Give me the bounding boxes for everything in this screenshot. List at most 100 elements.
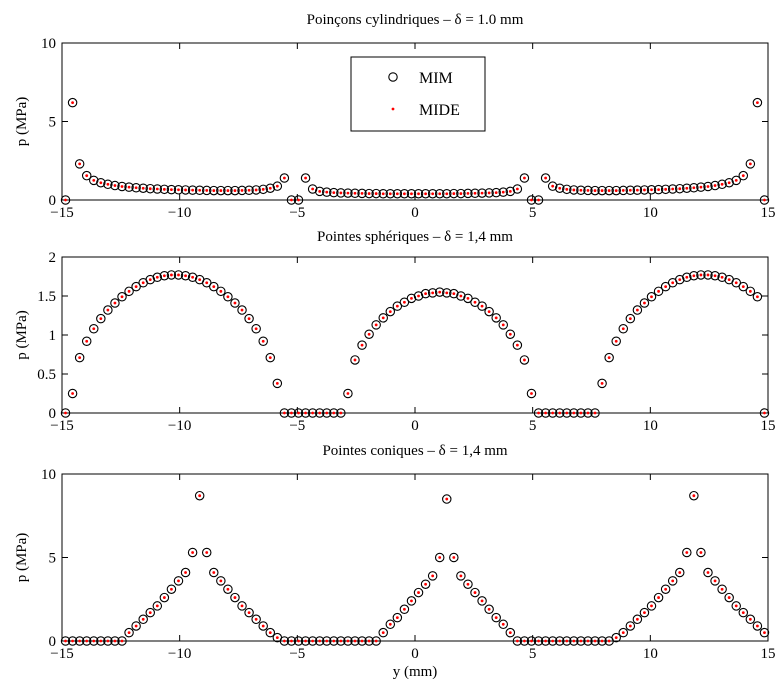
- panel-conical-tips: −15 −10 −5 0 5 10 15 0 5 10 Pointes coniques – δ =…: [14, 443, 776, 680]
- mide-point: [148, 278, 152, 282]
- mide-point: [120, 639, 124, 643]
- mide-point: [275, 184, 279, 188]
- mide-point: [226, 295, 230, 299]
- legend-label: MIM: [419, 70, 453, 87]
- x-tick-label: −10: [168, 646, 191, 662]
- mim-point: [124, 286, 134, 297]
- mide-point: [268, 186, 272, 190]
- mide-point: [685, 551, 689, 554]
- mide-point: [141, 617, 145, 621]
- mim-point: [216, 576, 226, 586]
- mim-point: [201, 185, 212, 196]
- mim-point: [667, 576, 678, 586]
- mide-point: [297, 639, 300, 643]
- mim-point: [406, 293, 417, 304]
- mide-point: [318, 189, 322, 193]
- mide-point: [551, 184, 555, 188]
- mim-point: [717, 584, 727, 594]
- mide-point: [332, 191, 336, 195]
- mide-point: [466, 192, 470, 195]
- mide-point: [346, 639, 350, 643]
- mide-point: [650, 295, 653, 299]
- mide-point: [247, 188, 251, 192]
- mim-point: [759, 408, 770, 418]
- mide-point: [99, 317, 103, 321]
- mim-point: [703, 181, 713, 192]
- mim-point: [674, 183, 685, 194]
- mim-point: [731, 601, 741, 611]
- mim-point: [67, 97, 78, 108]
- mide-point: [113, 639, 117, 643]
- mide-point: [388, 310, 392, 313]
- mide-point: [607, 356, 611, 360]
- mim-point: [611, 632, 621, 643]
- mim-point: [759, 195, 770, 205]
- mim-point: [152, 184, 163, 194]
- mide-point: [621, 631, 625, 635]
- mide-point: [537, 198, 540, 202]
- mide-point: [741, 611, 745, 615]
- mim-point: [110, 636, 120, 646]
- mide-point: [438, 290, 442, 294]
- mim-point: [562, 184, 572, 195]
- mim-point: [378, 313, 388, 323]
- x-tick-label: −15: [50, 205, 73, 221]
- mim-point: [209, 567, 219, 578]
- mide-point: [304, 176, 307, 180]
- mim-point: [427, 188, 438, 199]
- mide-point: [508, 631, 512, 635]
- mim-point: [159, 592, 170, 603]
- mide-point: [720, 587, 724, 591]
- mim-point: [279, 173, 290, 183]
- mide-point: [374, 639, 378, 643]
- mide-point: [162, 596, 166, 599]
- mide-point: [339, 411, 343, 415]
- mim-point: [131, 183, 141, 193]
- mim-point: [230, 592, 240, 603]
- mim-point: [484, 604, 494, 615]
- mim-point: [689, 490, 699, 501]
- mide-point: [417, 591, 420, 594]
- mim-point: [364, 636, 374, 646]
- mim-point: [689, 183, 699, 193]
- mim-point: [343, 188, 353, 198]
- x-tick-label: −10: [168, 205, 191, 221]
- mide-point: [473, 300, 477, 304]
- mide-point: [268, 631, 272, 635]
- mim-point: [526, 195, 537, 205]
- mide-point: [170, 587, 173, 591]
- mim-point: [60, 408, 71, 418]
- mim-point: [597, 636, 607, 646]
- x-tick-label: 0: [411, 646, 419, 662]
- mide-point: [240, 189, 244, 192]
- mim-point: [314, 408, 325, 418]
- mim-point: [625, 621, 636, 631]
- mide-point: [756, 295, 759, 299]
- mide-point: [311, 411, 315, 415]
- mim-point: [307, 636, 318, 646]
- mide-point: [233, 301, 237, 305]
- mide-point: [473, 591, 477, 594]
- mide-point: [734, 281, 738, 285]
- mim-point: [336, 188, 346, 198]
- mide-point: [85, 174, 89, 178]
- mim-point: [618, 627, 629, 638]
- mide-point: [523, 358, 526, 362]
- mide-point: [706, 273, 710, 277]
- mim-point: [293, 636, 304, 646]
- mim-point: [74, 636, 85, 646]
- panel-spherical-tips: −15 −10 −5 0 5 10 15 0 0.5 1 1.5 2 Pointes sphérique…: [14, 229, 776, 434]
- mim-point: [300, 408, 311, 418]
- mide-point: [501, 190, 505, 194]
- mim-point: [470, 297, 480, 307]
- mide-point: [85, 339, 89, 343]
- mide-point: [607, 189, 611, 192]
- mim-point: [265, 352, 276, 363]
- mim-point: [554, 408, 565, 418]
- mim-point: [307, 408, 318, 418]
- mide-point: [410, 192, 413, 196]
- mim-point: [378, 188, 388, 199]
- mide-point: [685, 186, 689, 190]
- mide-point: [282, 176, 286, 180]
- mide-point: [565, 411, 569, 415]
